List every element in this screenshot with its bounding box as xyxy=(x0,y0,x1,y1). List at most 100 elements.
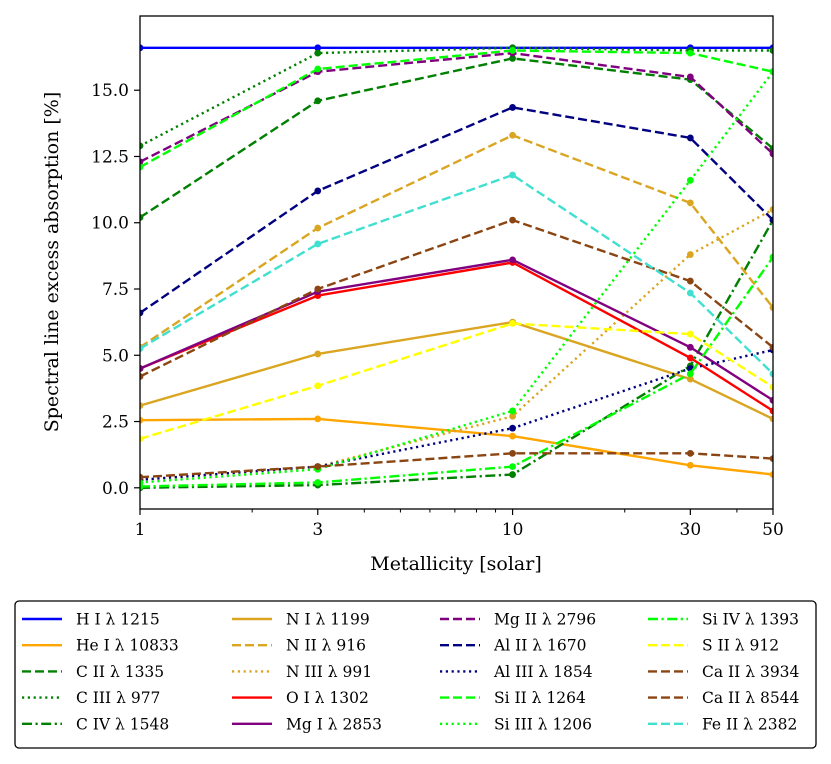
data-point xyxy=(140,373,144,380)
x-tick-label: 50 xyxy=(762,520,784,540)
data-point xyxy=(314,463,322,470)
data-point xyxy=(769,47,773,54)
data-point xyxy=(140,435,144,443)
data-point xyxy=(509,412,516,420)
legend-label: He I λ 10833 xyxy=(76,637,179,655)
axes-layer: 1 3 10 30 50 0.0 2.5 5.0 7.5 10.0 12.5 15.0 xyxy=(91,81,784,540)
series-13 xyxy=(140,47,773,171)
data-point xyxy=(769,383,773,391)
data-point xyxy=(769,150,773,158)
data-point xyxy=(686,343,694,351)
series-6 xyxy=(140,131,773,351)
legend-item: He I λ 10833 xyxy=(22,637,179,655)
series-line xyxy=(140,219,773,489)
series-line xyxy=(140,57,773,219)
data-point xyxy=(769,396,773,404)
legend-label: Si III λ 1206 xyxy=(494,715,592,733)
legend-label: Fe II λ 2382 xyxy=(702,715,797,733)
data-point xyxy=(769,471,773,478)
legend-item: N I λ 1199 xyxy=(232,611,370,629)
x-axis-title: Metallicity [solar] xyxy=(370,553,542,575)
series-line xyxy=(140,348,773,481)
legend-item: C III λ 977 xyxy=(22,689,160,707)
y-tick-label: 12.5 xyxy=(91,147,129,167)
data-point xyxy=(769,415,773,423)
series-7 xyxy=(140,206,773,484)
series-line xyxy=(140,320,773,420)
legend-item: Si II λ 1264 xyxy=(440,689,586,707)
data-point xyxy=(509,432,516,440)
data-point xyxy=(140,416,144,424)
data-point xyxy=(509,216,516,224)
legend-label: Ca II λ 3934 xyxy=(702,663,800,681)
data-point xyxy=(509,104,516,111)
x-tick-label: 30 xyxy=(680,520,702,540)
data-point xyxy=(509,171,516,179)
data-point xyxy=(769,68,773,76)
series-line xyxy=(140,208,773,481)
y-tick-label: 7.5 xyxy=(102,280,129,300)
data-point xyxy=(686,73,694,81)
y-tick-label: 5.0 xyxy=(102,346,129,366)
data-point xyxy=(314,350,322,358)
data-point xyxy=(314,382,322,390)
series-16 xyxy=(140,320,773,443)
legend-item: H I λ 1215 xyxy=(22,611,160,629)
data-point xyxy=(509,463,516,470)
legend-item: Fe II λ 2382 xyxy=(648,715,797,733)
data-point xyxy=(686,277,694,285)
data-point xyxy=(769,343,773,351)
series-line xyxy=(140,173,773,375)
data-point xyxy=(686,370,694,378)
data-point xyxy=(509,47,516,54)
legend-label: Si IV λ 1393 xyxy=(702,611,799,629)
legend-item: Mg II λ 2796 xyxy=(440,611,596,629)
series-layer xyxy=(140,44,773,492)
data-point xyxy=(686,354,694,362)
series-11 xyxy=(140,104,773,317)
data-point xyxy=(686,461,694,469)
series-1 xyxy=(140,415,773,478)
y-axis-title: Spectral line excess absorption [%] xyxy=(41,92,63,433)
data-point xyxy=(769,206,773,213)
data-point xyxy=(769,253,773,261)
series-line xyxy=(140,49,773,169)
data-point xyxy=(769,304,773,311)
series-line xyxy=(140,417,773,476)
series-line xyxy=(140,106,773,314)
series-line xyxy=(140,134,773,349)
legend-item: Mg I λ 2853 xyxy=(232,715,382,733)
data-point xyxy=(509,320,516,327)
legend-label: Mg II λ 2796 xyxy=(494,611,596,629)
data-point xyxy=(769,455,773,463)
data-point xyxy=(314,187,322,195)
legend-frame xyxy=(14,600,817,749)
series-17 xyxy=(140,216,773,380)
plot-frame xyxy=(139,15,774,510)
data-point xyxy=(686,289,694,297)
data-point xyxy=(509,449,516,457)
series-5 xyxy=(140,318,773,423)
legend-label: Al III λ 1854 xyxy=(493,663,593,681)
data-point xyxy=(509,424,516,432)
data-point xyxy=(140,402,144,410)
legend-label: Si II λ 1264 xyxy=(494,689,586,707)
data-point xyxy=(509,256,516,264)
x-tick-label: 3 xyxy=(312,520,323,540)
data-point xyxy=(314,240,322,248)
legend-label: C II λ 1335 xyxy=(76,663,164,681)
data-point xyxy=(686,330,694,338)
data-point xyxy=(140,158,144,166)
data-point xyxy=(686,251,694,258)
y-tick-label: 2.5 xyxy=(102,413,129,433)
data-point xyxy=(686,176,694,184)
data-point xyxy=(314,224,322,232)
x-tick-label: 10 xyxy=(502,520,524,540)
data-point xyxy=(769,216,773,224)
data-point xyxy=(314,479,322,486)
data-point xyxy=(140,483,144,490)
legend-item: C II λ 1335 xyxy=(22,663,164,681)
data-point xyxy=(140,142,144,150)
y-tick-label: 0.0 xyxy=(102,479,129,499)
